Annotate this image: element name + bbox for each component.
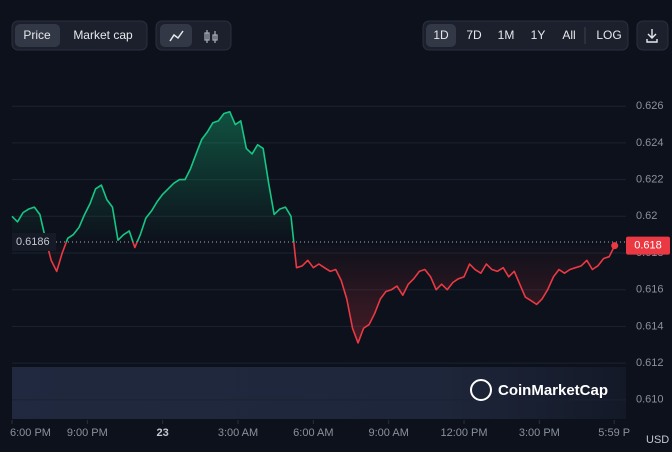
tab-market-cap[interactable]: Market cap [73, 28, 133, 42]
baseline-label-box [12, 232, 56, 251]
x-tick-label: 12:00 PM [440, 427, 487, 439]
x-tick-label: 6:00 AM [293, 427, 333, 439]
price-line [11, 110, 616, 344]
range-button[interactable]: 1D [433, 28, 449, 42]
last-point [611, 242, 619, 250]
range-button[interactable]: 1Y [531, 28, 546, 42]
range-selected[interactable] [426, 24, 456, 47]
watermark: CoinMarketCap [498, 382, 608, 399]
y-tick-label: 0.624 [636, 137, 664, 149]
volume-background [12, 367, 626, 419]
download-icon [646, 29, 658, 43]
y-tick-label: 0.626 [636, 100, 664, 112]
range-button[interactable]: 7D [466, 28, 482, 42]
x-tick-label: 5:59 P [598, 427, 630, 439]
y-tick-label: 0.616 [636, 284, 664, 296]
line-type-button[interactable] [160, 24, 192, 47]
x-tick-label: 3:00 PM [519, 427, 560, 439]
y-tick-label: 0.612 [636, 357, 664, 369]
log-button[interactable]: LOG [596, 28, 621, 42]
candle-icon[interactable] [204, 30, 218, 43]
x-tick-label: 9:00 AM [369, 427, 409, 439]
line-icon [169, 30, 184, 42]
tab-selected[interactable] [15, 24, 60, 47]
x-tick-label: 23 [157, 427, 169, 439]
x-tick-label: 3:00 AM [218, 427, 258, 439]
baseline-label: 0.6186 [16, 236, 50, 248]
y-tick-label: 0.62 [636, 210, 657, 222]
y-tick-label: 0.622 [636, 174, 664, 186]
range-group [422, 20, 629, 51]
x-tick-label: 9:00 PM [67, 427, 108, 439]
y-tick-label: 0.610 [636, 394, 664, 406]
tab-price[interactable]: Price [23, 28, 51, 42]
currency-label: USD [646, 434, 669, 446]
x-tick-label: 6:00 PM [10, 427, 51, 439]
last-price-box [626, 236, 670, 255]
y-tick-label: 0.614 [636, 320, 664, 332]
watermark-logo [470, 379, 492, 401]
last-price-label: 0.618 [634, 240, 662, 252]
range-button[interactable]: All [562, 28, 575, 42]
range-button[interactable]: 1M [498, 28, 515, 42]
